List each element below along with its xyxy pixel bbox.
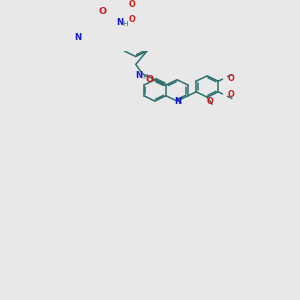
Text: N: N — [136, 71, 143, 80]
Text: O: O — [129, 16, 135, 25]
Text: O: O — [227, 74, 234, 83]
Text: O: O — [99, 8, 107, 16]
Text: O: O — [227, 90, 234, 99]
Text: O: O — [207, 97, 214, 106]
Text: O: O — [145, 75, 153, 84]
Text: O: O — [129, 0, 135, 9]
Text: H: H — [122, 21, 128, 27]
Text: N: N — [117, 18, 124, 27]
Text: N: N — [74, 33, 82, 42]
Text: N: N — [174, 97, 182, 106]
Text: H: H — [142, 74, 147, 80]
